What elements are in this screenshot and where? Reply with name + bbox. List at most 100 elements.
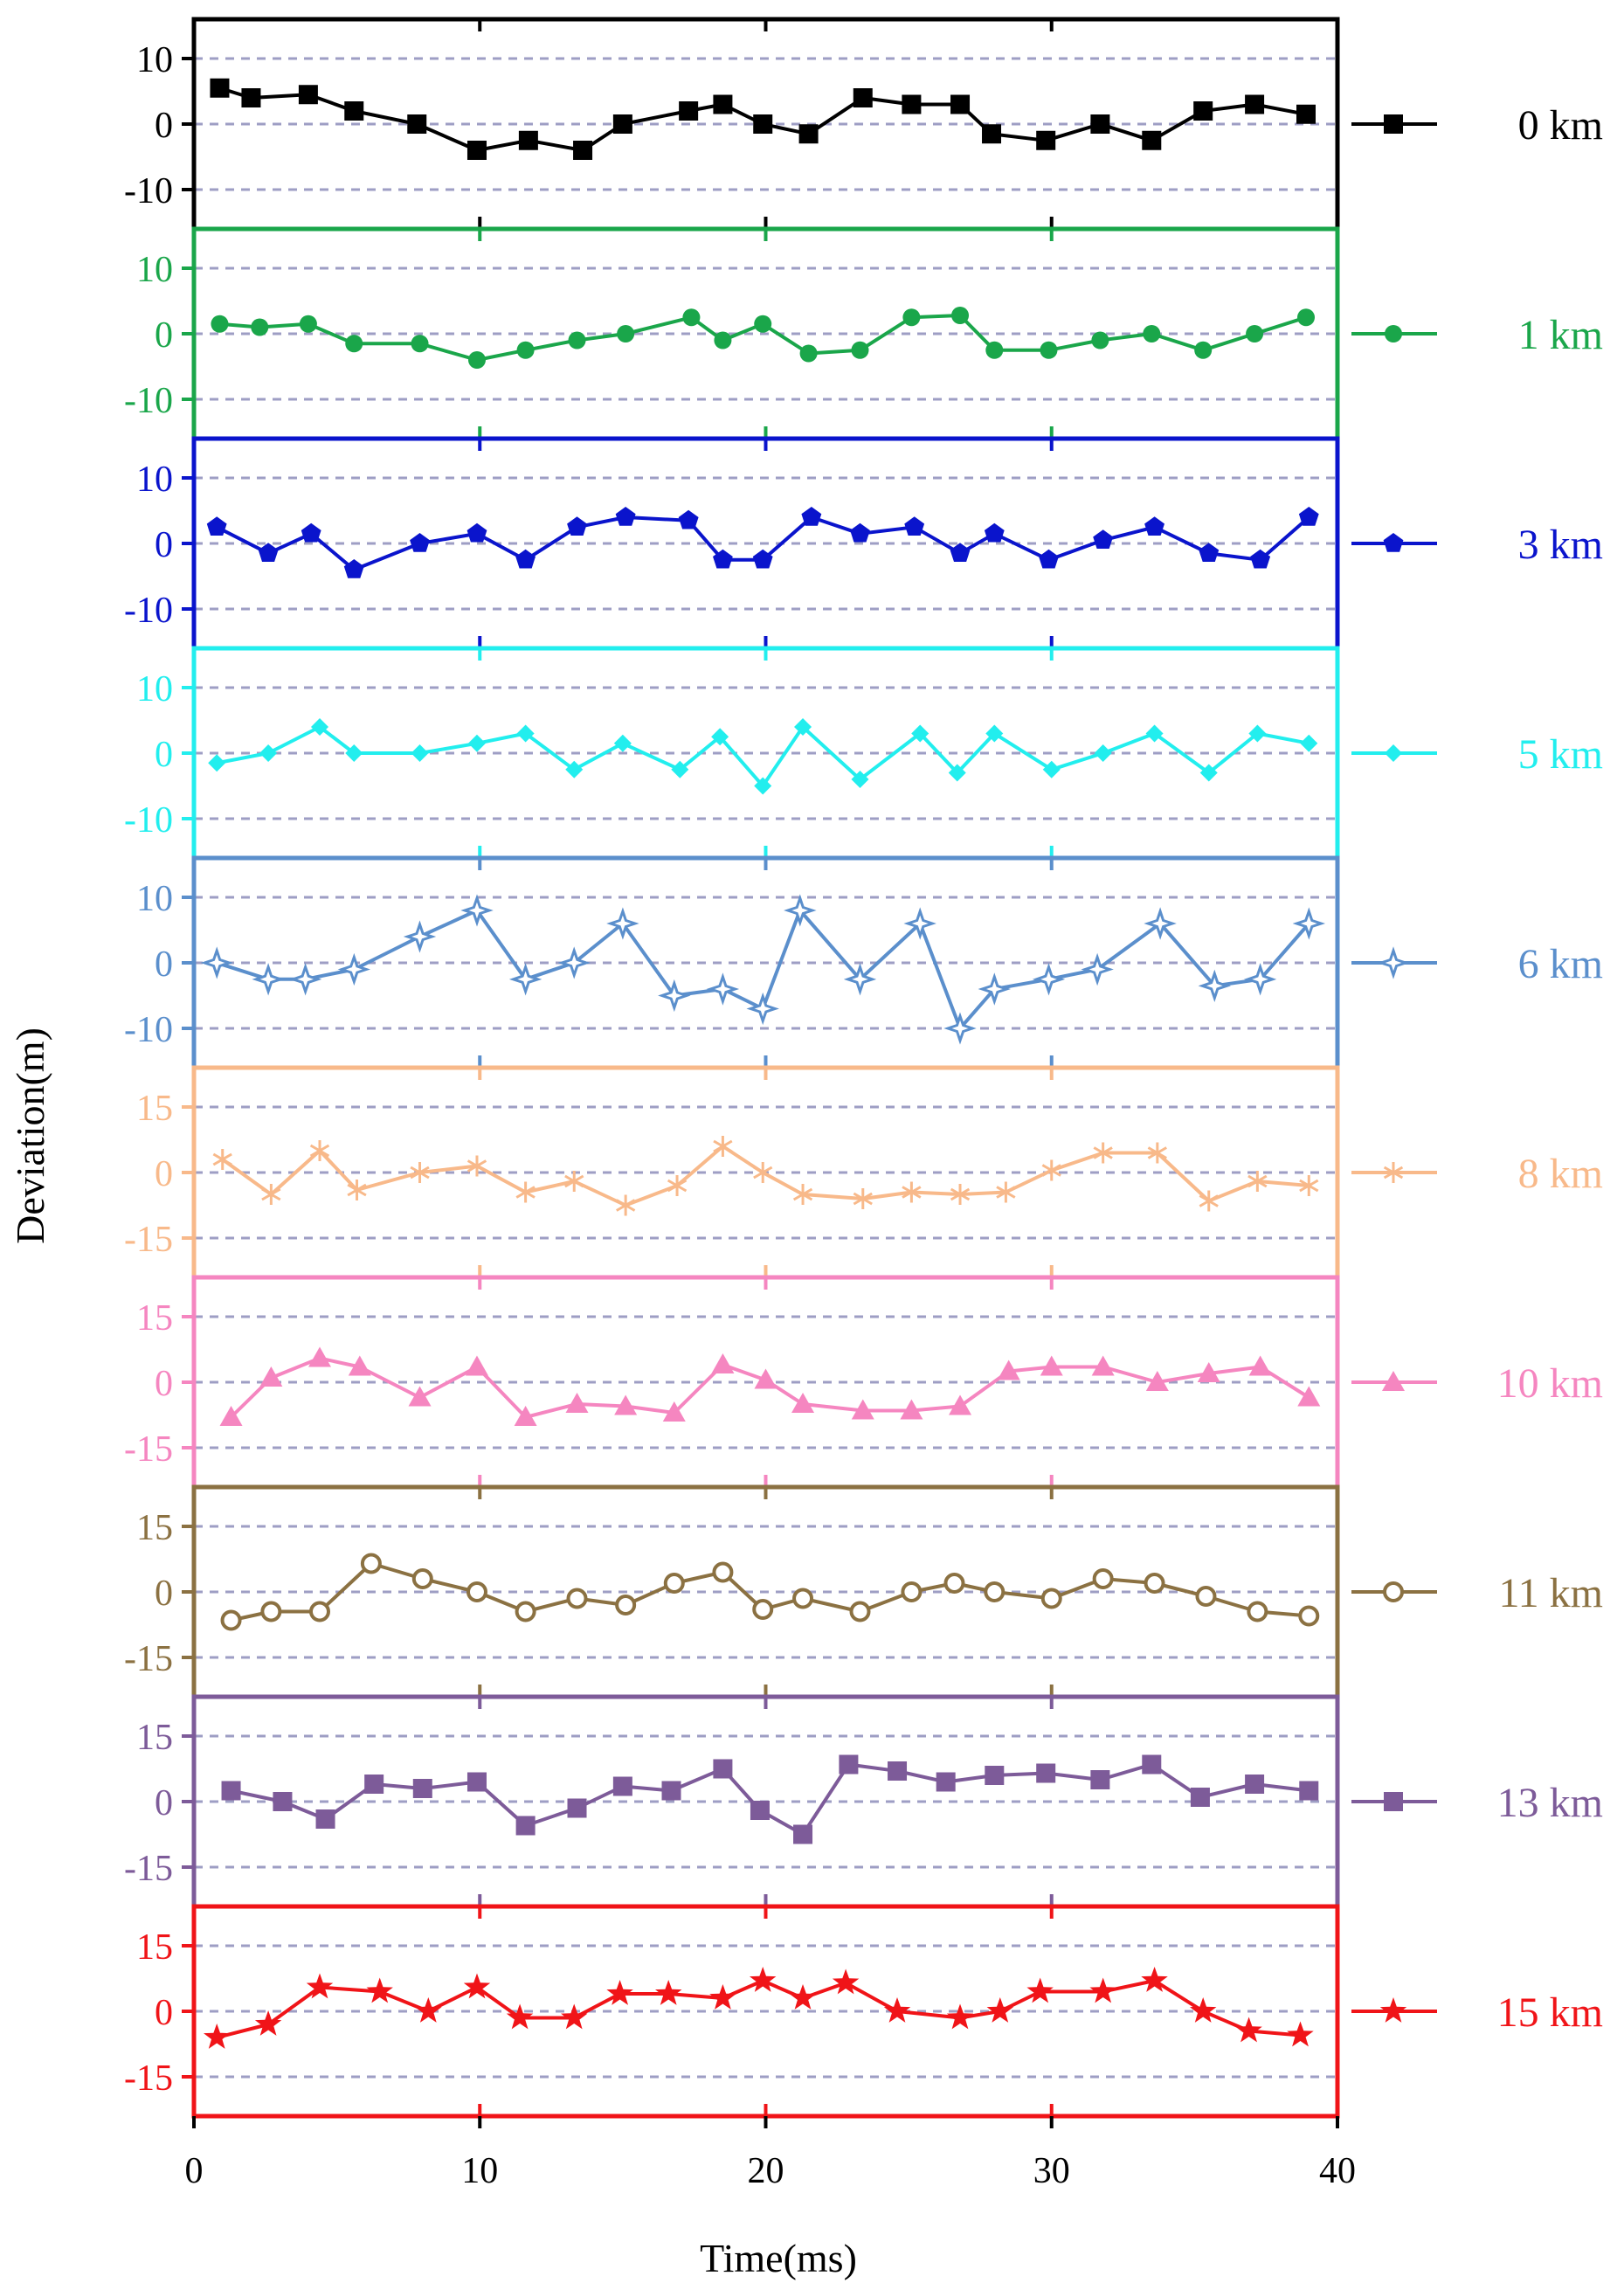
data-point — [220, 1609, 242, 1631]
panel-8: -15 0 15 13 km — [124, 1694, 1603, 1909]
data-point — [792, 1184, 813, 1205]
data-point — [1197, 1362, 1220, 1382]
data-point — [986, 1997, 1014, 2023]
data-point — [754, 315, 772, 333]
data-point — [564, 1171, 584, 1192]
y-tick-label: 0 — [155, 525, 173, 565]
y-tick-label: -15 — [124, 1220, 173, 1260]
data-point — [706, 972, 740, 1006]
y-tick-label: 10 — [136, 879, 173, 919]
data-point — [1247, 1601, 1268, 1622]
data-point — [261, 1184, 281, 1205]
data-point — [754, 1368, 777, 1389]
data-point — [1143, 325, 1161, 342]
data-point-stroke — [753, 1166, 773, 1180]
data-point — [557, 946, 591, 979]
y-tick-label: 10 — [136, 250, 173, 290]
data-point — [791, 1393, 815, 1413]
data-point — [1199, 1190, 1219, 1212]
data-point — [801, 507, 822, 526]
data-point — [984, 522, 1005, 543]
legend-label: 1 km — [1518, 312, 1603, 358]
data-point — [1144, 907, 1177, 940]
y-tick-label: 0 — [155, 106, 173, 146]
y-tick-label: -10 — [124, 800, 173, 841]
data-point-stroke — [902, 1186, 922, 1199]
data-point — [466, 1581, 487, 1602]
data-point — [615, 1595, 637, 1615]
data-point — [260, 1601, 282, 1622]
data-point — [799, 344, 818, 363]
data-point — [612, 1776, 632, 1796]
data-point — [679, 101, 699, 121]
data-point — [671, 760, 689, 778]
y-tick-label: -15 — [124, 1639, 173, 1679]
data-point-stroke — [309, 1144, 330, 1158]
data-point — [1199, 543, 1220, 562]
x-tick-label: 20 — [748, 2151, 784, 2191]
data-point — [516, 724, 535, 743]
data-point-stroke — [410, 1166, 430, 1180]
legend-marker — [1384, 1792, 1403, 1811]
data-point — [343, 559, 364, 578]
y-tick-label: 15 — [136, 1718, 173, 1758]
data-point — [1193, 101, 1213, 121]
legend-marker — [1385, 325, 1402, 342]
data-point — [950, 1184, 971, 1205]
data-point — [843, 963, 877, 996]
data-point — [309, 1140, 330, 1161]
data-point — [978, 972, 1012, 1006]
data-point — [1141, 1967, 1168, 1992]
data-point — [466, 522, 487, 543]
panel-9: -15 0 15 15 km — [124, 1904, 1603, 2119]
data-point — [1300, 734, 1318, 752]
data-point-stroke — [667, 1179, 688, 1193]
data-point — [463, 1973, 491, 1999]
data-point — [347, 1180, 367, 1200]
data-point — [662, 1401, 686, 1422]
data-point — [798, 124, 819, 144]
data-point — [667, 1175, 688, 1196]
data-point — [345, 335, 363, 353]
data-point — [568, 331, 586, 349]
data-point — [849, 1601, 871, 1622]
panel-4: -10 0 10 6 km — [124, 855, 1603, 1070]
data-point — [1090, 1770, 1110, 1789]
data-point — [466, 1155, 487, 1177]
legend-marker — [1383, 533, 1404, 552]
data-point — [1041, 1159, 1061, 1181]
data-point — [658, 979, 691, 1013]
data-point — [713, 1759, 733, 1779]
data-point — [997, 1359, 1020, 1380]
data-point — [1144, 516, 1164, 536]
data-point — [1144, 1573, 1165, 1594]
panels-layer: -10 0 10 0 km -10 0 10 1 km -10 0 10 3 km -10 0 10 5 km… — [124, 17, 1603, 2119]
data-point — [613, 734, 632, 752]
data-point — [1093, 529, 1114, 549]
data-point — [902, 94, 922, 114]
data-point — [789, 1984, 817, 2010]
data-point — [1040, 1588, 1062, 1609]
data-point — [206, 516, 227, 536]
data-point-stroke — [616, 1199, 636, 1212]
y-tick-label: 0 — [155, 1783, 173, 1823]
legend-marker — [1377, 946, 1410, 979]
data-point — [567, 516, 587, 536]
x-tick-label: 40 — [1319, 2151, 1356, 2191]
data-point — [946, 2003, 974, 2030]
data-point — [518, 130, 538, 150]
data-point — [1040, 341, 1058, 359]
y-tick-label: 15 — [136, 1927, 173, 1968]
data-point — [412, 1779, 432, 1798]
data-point — [943, 1012, 977, 1045]
data-point — [754, 777, 772, 795]
data-point — [614, 1394, 638, 1415]
data-point — [308, 1346, 331, 1367]
data-point — [1243, 963, 1277, 996]
data-point — [746, 992, 779, 1026]
data-point — [1036, 1763, 1056, 1783]
data-point — [911, 724, 929, 743]
data-point-stroke — [212, 1152, 232, 1166]
